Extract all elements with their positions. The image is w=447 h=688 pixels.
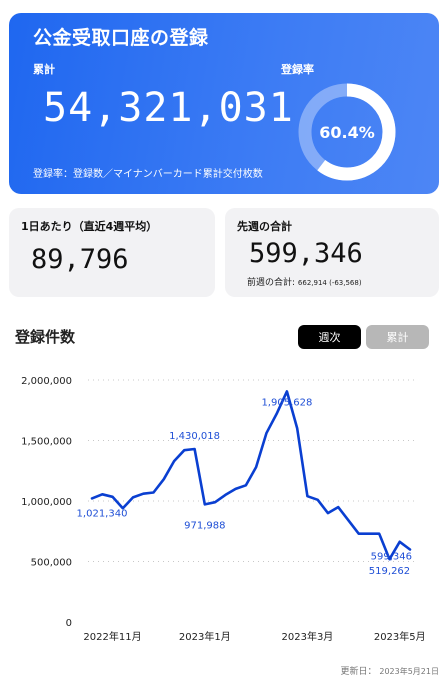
previous-week-total: 前週の合計: 662,914 (-63,568) [247,275,362,288]
chart-section-title: 登録件数 [15,328,76,346]
last-week-value: 599,346 [249,238,363,269]
updated-value: 2023年5月21日 [379,667,439,676]
last-week-label: 先週の合計 [237,220,292,233]
updated-date: 更新日： 2023年5月21日 [340,664,439,677]
x-tick-label: 2023年5月 [374,630,426,643]
daily-average-value: 89,796 [31,244,129,275]
data-label: 971,988 [184,520,225,531]
y-tick-label: 0 [66,618,72,629]
page-title: 公金受取口座の登録 [33,27,209,49]
y-tick-label: 2,000,000 [21,376,72,387]
previous-week-value: 662,914 (-63,568) [297,279,362,287]
previous-week-label: 前週の合計: [247,278,296,288]
data-label: 1,021,340 [77,508,128,519]
weekly-toggle-button[interactable]: 週次 [298,325,361,349]
total-value: 54,321,031 [43,85,294,131]
rate-note: 登録率：登録数／マイナンバーカード累計交付枚数 [33,169,263,180]
y-tick-label: 500,000 [31,558,72,569]
registrations-line-chart: 2,000,000 1,500,000 1,000,000 500,000 0 2022年… [21,376,426,643]
rate-donut [298,83,396,181]
summary-card: 公金受取口座の登録 累計 54,321,031 登録率 60.4% 登録率：登録… [9,13,439,194]
rate-donut-arc [298,83,396,181]
x-tick-label: 2022年11月 [83,630,141,643]
y-tick-label: 1,500,000 [21,437,72,448]
rate-value: 60.4% [319,122,375,142]
data-label: 1,905,628 [261,397,312,408]
daily-average-label: 1日あたり（直近4週平均） [21,220,158,233]
updated-label: 更新日： [340,667,377,677]
last-week-card: 先週の合計 599,346 前週の合計: 662,914 (-63,568) [225,208,439,297]
rate-label: 登録率 [281,63,314,76]
cumulative-toggle-button[interactable]: 累計 [366,325,429,349]
daily-average-card: 1日あたり（直近4週平均） 89,796 [9,208,215,297]
data-label: 599,346 [371,551,412,562]
total-label: 累計 [33,63,55,76]
x-tick-label: 2023年1月 [179,630,231,643]
series-line [90,390,412,561]
y-tick-label: 1,000,000 [21,497,72,508]
data-label: 1,430,018 [169,431,220,442]
x-tick-label: 2023年3月 [282,630,334,643]
data-label: 519,262 [369,566,410,577]
